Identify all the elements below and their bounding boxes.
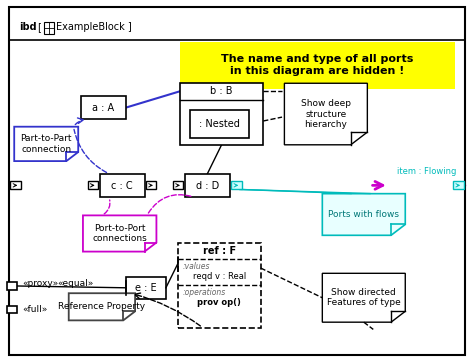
Text: The name and type of all ports
in this diagram are hidden !: The name and type of all ports in this d… [221, 54, 414, 76]
FancyBboxPatch shape [231, 181, 242, 189]
Text: ibd: ibd [19, 22, 36, 32]
FancyBboxPatch shape [100, 174, 145, 197]
FancyBboxPatch shape [7, 306, 17, 313]
Text: «proxy»: «proxy» [22, 279, 58, 287]
FancyBboxPatch shape [81, 96, 126, 119]
FancyBboxPatch shape [180, 42, 455, 89]
Text: [: [ [37, 22, 41, 32]
FancyBboxPatch shape [7, 282, 17, 290]
Text: b : B: b : B [210, 86, 233, 96]
FancyBboxPatch shape [173, 181, 183, 189]
Text: ref : F: ref : F [203, 245, 236, 256]
FancyBboxPatch shape [146, 181, 156, 189]
Text: d : D: d : D [196, 181, 219, 190]
Text: Show directed
Features of type: Show directed Features of type [327, 288, 401, 307]
FancyBboxPatch shape [180, 83, 263, 145]
Polygon shape [284, 83, 367, 145]
FancyBboxPatch shape [453, 181, 464, 189]
FancyBboxPatch shape [126, 277, 166, 299]
Polygon shape [14, 127, 78, 161]
Text: Show deep
structure
hierarchy: Show deep structure hierarchy [301, 99, 351, 129]
Text: ExampleBlock ]: ExampleBlock ] [56, 22, 132, 32]
Polygon shape [69, 293, 135, 320]
Text: reqd v : Real: reqd v : Real [192, 273, 246, 281]
Text: :values: :values [182, 262, 210, 270]
Text: prov op(): prov op() [197, 298, 241, 307]
Polygon shape [83, 215, 156, 252]
FancyBboxPatch shape [185, 174, 230, 197]
Text: Reference Property: Reference Property [58, 302, 146, 311]
FancyBboxPatch shape [88, 181, 98, 189]
Text: :operations: :operations [182, 288, 226, 297]
FancyBboxPatch shape [178, 243, 261, 328]
Text: e : E: e : E [135, 283, 156, 293]
Text: c : C: c : C [111, 181, 133, 190]
FancyBboxPatch shape [44, 22, 54, 34]
Text: a : A: a : A [92, 103, 114, 113]
FancyBboxPatch shape [190, 110, 249, 138]
FancyBboxPatch shape [9, 7, 465, 355]
Text: : Nested: : Nested [199, 119, 240, 129]
Text: item : Flowing: item : Flowing [397, 167, 456, 176]
Text: «equal»: «equal» [57, 279, 94, 287]
Text: Port-to-Port
connections: Port-to-Port connections [92, 224, 147, 243]
FancyBboxPatch shape [10, 181, 21, 189]
Text: Ports with flows: Ports with flows [328, 210, 399, 219]
Polygon shape [322, 273, 405, 322]
Text: Part-to-Part
connection: Part-to-Part connection [20, 134, 72, 153]
Text: «full»: «full» [22, 305, 47, 314]
Polygon shape [322, 194, 405, 235]
